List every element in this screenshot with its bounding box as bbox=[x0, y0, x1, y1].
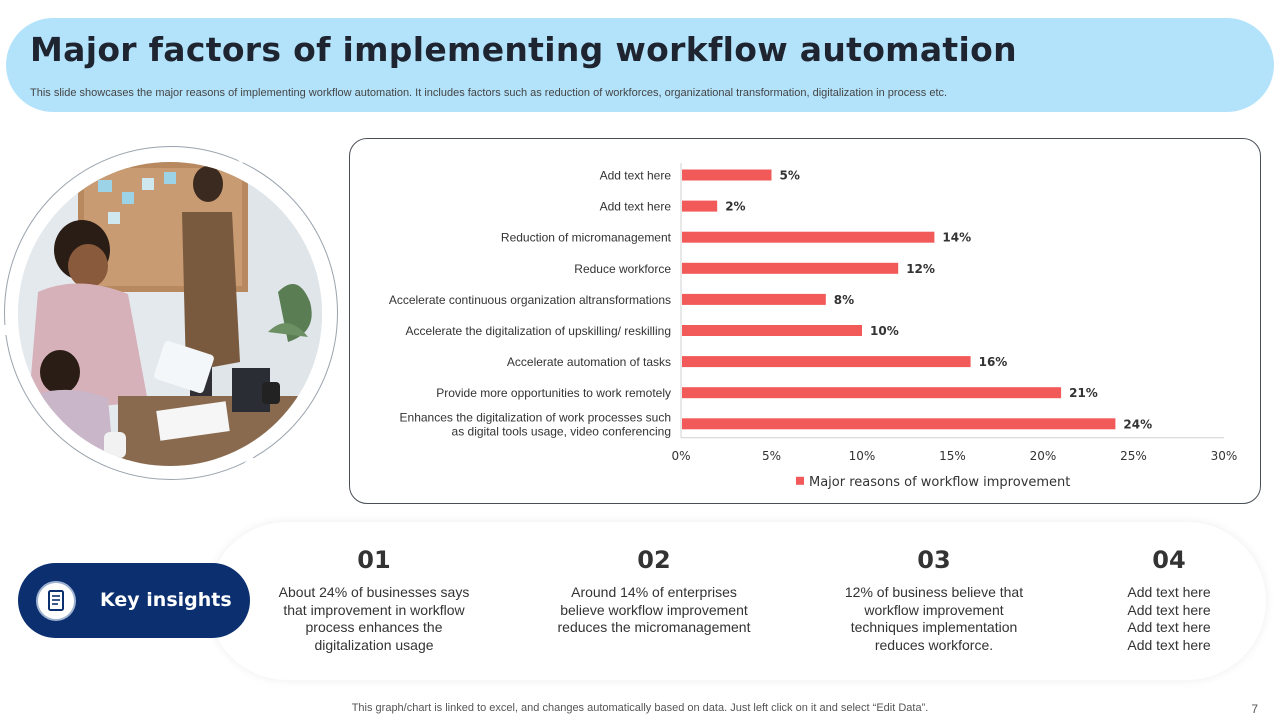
photo-illustration bbox=[18, 162, 322, 466]
data-label: 16% bbox=[979, 355, 1008, 369]
chart-bar[interactable] bbox=[682, 387, 1062, 399]
category-label: Add text here bbox=[600, 169, 672, 183]
insight-number: 02 bbox=[637, 546, 671, 574]
insight-number: 03 bbox=[917, 546, 951, 574]
chart-bar[interactable] bbox=[682, 262, 899, 274]
insight-text: Around 14% of enterprises believe workfl… bbox=[557, 584, 751, 635]
category-label: Reduce workforce bbox=[574, 262, 671, 276]
category-label: Reduction of micromanagement bbox=[501, 231, 672, 245]
chart-bar[interactable] bbox=[682, 169, 772, 181]
category-label: as digital tools usage, video conferenci… bbox=[452, 424, 671, 438]
x-tick-label: 15% bbox=[939, 449, 966, 463]
category-label: Provide more opportunities to work remot… bbox=[436, 386, 671, 400]
chart-bar[interactable] bbox=[682, 356, 971, 368]
legend-label: Major reasons of workflow improvement bbox=[809, 475, 1070, 490]
category-label: Accelerate automation of tasks bbox=[507, 355, 671, 369]
page-title: Major factors of implementing workflow a… bbox=[30, 30, 1017, 69]
chart-panel: 5% Add text here 2% Add text here 14% Reducti… bbox=[349, 138, 1261, 504]
x-tick-label: 5% bbox=[762, 449, 781, 463]
insight-number: 04 bbox=[1152, 546, 1186, 574]
category-label: Enhances the digitalization of work proc… bbox=[400, 410, 671, 424]
chart-bar[interactable] bbox=[682, 200, 718, 212]
x-tick-label: 20% bbox=[1030, 449, 1057, 463]
data-label: 2% bbox=[725, 200, 745, 214]
key-insights-label: Key insights bbox=[100, 589, 232, 611]
footer-note: This graph/chart is linked to excel, and… bbox=[351, 702, 929, 714]
document-icon bbox=[36, 581, 76, 621]
category-label: Accelerate the digitalization of upskill… bbox=[406, 324, 671, 338]
data-label: 21% bbox=[1069, 386, 1098, 400]
page-subtitle: This slide showcases the major reasons o… bbox=[30, 87, 948, 99]
bar-chart[interactable]: 5% Add text here 2% Add text here 14% Reducti… bbox=[350, 139, 1262, 505]
key-insights-pill: Key insights bbox=[18, 563, 250, 638]
data-label: 24% bbox=[1123, 417, 1152, 431]
category-label: Accelerate continuous organization altra… bbox=[389, 293, 671, 307]
category-label: Add text here bbox=[600, 200, 672, 214]
x-tick-label: 10% bbox=[849, 449, 876, 463]
insight-text: 12% of business believe that workflow im… bbox=[844, 584, 1024, 653]
data-label: 10% bbox=[870, 324, 899, 338]
office-meeting-photo bbox=[18, 162, 322, 466]
insight-02: 02 Around 14% of enterprises believe wor… bbox=[544, 544, 764, 637]
chart-bar[interactable] bbox=[682, 325, 862, 336]
insight-01: 01 About 24% of businesses says that imp… bbox=[264, 544, 484, 654]
insight-text: Add text here Add text here Add text her… bbox=[1127, 584, 1211, 653]
photo-ring bbox=[3, 146, 338, 480]
chart-bar[interactable] bbox=[682, 293, 826, 305]
x-tick-label: 30% bbox=[1211, 449, 1238, 463]
header-banner: Major factors of implementing workflow a… bbox=[6, 18, 1274, 112]
data-label: 8% bbox=[834, 293, 854, 307]
insight-number: 01 bbox=[357, 546, 391, 574]
insight-text: About 24% of businesses says that improv… bbox=[278, 584, 470, 653]
x-tick-label: 25% bbox=[1120, 449, 1147, 463]
data-label: 12% bbox=[906, 262, 935, 276]
data-label: 14% bbox=[942, 231, 971, 245]
x-tick-label: 0% bbox=[671, 449, 690, 463]
chart-bar[interactable] bbox=[682, 231, 935, 243]
chart-bar[interactable] bbox=[682, 418, 1116, 430]
insights-panel bbox=[208, 522, 1266, 680]
insight-04: 04 Add text here Add text here Add text … bbox=[1059, 544, 1279, 654]
insight-03: 03 12% of business believe that workflow… bbox=[824, 544, 1044, 654]
data-label: 5% bbox=[780, 169, 800, 183]
legend-swatch bbox=[796, 476, 804, 485]
page-number: 7 bbox=[1251, 702, 1258, 716]
